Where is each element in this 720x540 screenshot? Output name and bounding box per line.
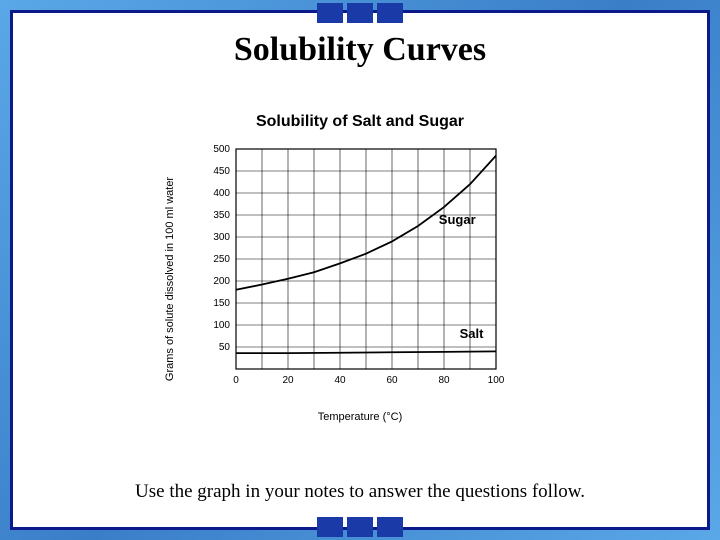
notch (317, 517, 343, 537)
svg-text:0: 0 (233, 375, 239, 386)
notch (317, 3, 343, 23)
notch (347, 3, 373, 23)
chart-container: Solubility of Salt and Sugar Grams of so… (180, 113, 540, 419)
slide-inner-frame: Solubility Curves Solubility of Salt and… (10, 10, 710, 530)
svg-text:20: 20 (282, 375, 294, 386)
svg-text:200: 200 (213, 276, 230, 287)
svg-text:450: 450 (213, 166, 230, 177)
notch (347, 517, 373, 537)
svg-text:250: 250 (213, 254, 230, 265)
svg-text:300: 300 (213, 232, 230, 243)
notch (377, 3, 403, 23)
notch (377, 517, 403, 537)
svg-text:50: 50 (219, 342, 231, 353)
svg-text:150: 150 (213, 298, 230, 309)
chart-plot-wrap: Grams of solute dissolved in 100 ml wate… (180, 139, 540, 419)
chart-y-axis-label: Grams of solute dissolved in 100 ml wate… (164, 177, 176, 381)
svg-text:Sugar: Sugar (439, 212, 476, 227)
svg-text:40: 40 (334, 375, 346, 386)
svg-text:350: 350 (213, 210, 230, 221)
svg-text:100: 100 (213, 320, 230, 331)
svg-text:500: 500 (213, 144, 230, 155)
bottom-notches (317, 517, 403, 537)
slide-outer-frame: Solubility Curves Solubility of Salt and… (0, 0, 720, 540)
svg-text:400: 400 (213, 188, 230, 199)
svg-text:80: 80 (438, 375, 450, 386)
chart-title: Solubility of Salt and Sugar (180, 113, 540, 131)
svg-text:100: 100 (488, 375, 505, 386)
page-title: Solubility Curves (13, 31, 707, 69)
chart-x-axis-label: Temperature (°C) (318, 411, 402, 423)
top-notches (317, 3, 403, 23)
svg-text:Salt: Salt (460, 326, 485, 341)
svg-text:60: 60 (386, 375, 398, 386)
solubility-chart: 50 100 150 200 250 300 350 400 450 500 0 20 40 60 80 10… (180, 139, 540, 401)
slide-caption: Use the graph in your notes to answer th… (13, 481, 707, 503)
